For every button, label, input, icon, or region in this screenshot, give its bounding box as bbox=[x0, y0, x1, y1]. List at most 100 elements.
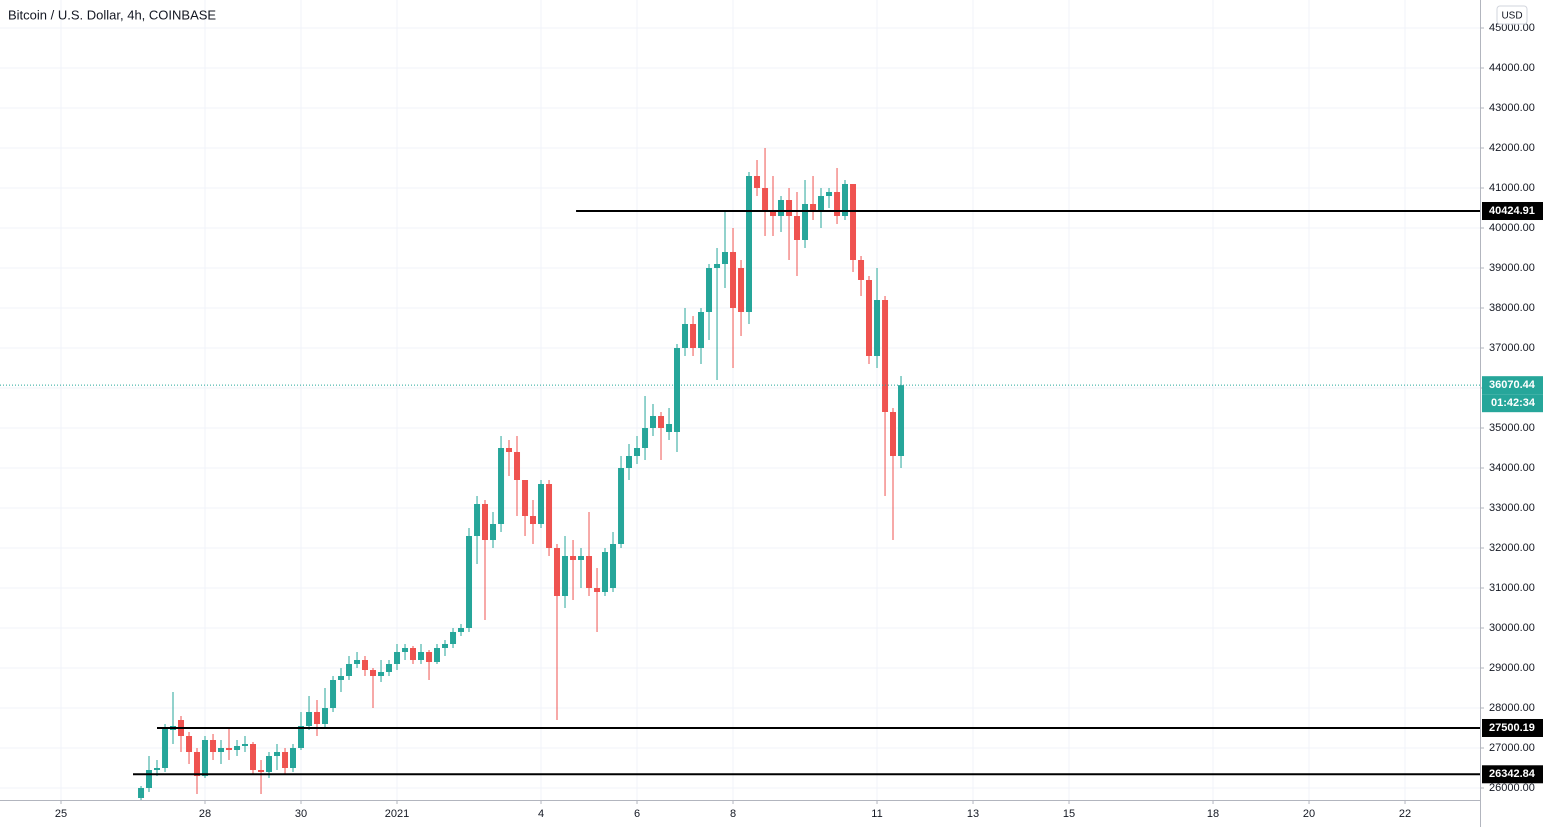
candle-body bbox=[810, 204, 817, 212]
candle-body bbox=[466, 536, 473, 628]
candle-body bbox=[426, 652, 433, 662]
y-tick-label: 31000.00 bbox=[1489, 582, 1535, 594]
candle-body bbox=[289, 748, 296, 768]
y-tick-label: 29000.00 bbox=[1489, 662, 1535, 674]
candle-body bbox=[402, 648, 409, 652]
level-label: 40424.91 bbox=[1489, 205, 1535, 217]
candle-body bbox=[306, 712, 313, 726]
candle-body bbox=[337, 676, 344, 680]
candle-body bbox=[433, 648, 440, 662]
last-price-label: 36070.44 bbox=[1489, 379, 1536, 391]
candle-body bbox=[890, 412, 897, 456]
level-label: 26342.84 bbox=[1489, 768, 1536, 780]
x-tick-label: 4 bbox=[538, 808, 544, 820]
candle-body bbox=[298, 726, 305, 748]
y-tick-label: 28000.00 bbox=[1489, 702, 1535, 714]
candle-body bbox=[313, 712, 320, 724]
candle-body bbox=[730, 252, 737, 308]
candle-body bbox=[202, 740, 209, 776]
candle-body bbox=[577, 556, 584, 560]
candle-body bbox=[721, 252, 728, 264]
level-box bbox=[1482, 765, 1543, 784]
candle-body bbox=[258, 770, 265, 772]
candle-body bbox=[241, 744, 248, 746]
candle-body bbox=[370, 670, 377, 676]
candle-body bbox=[794, 216, 801, 240]
currency-label[interactable]: USD bbox=[1501, 11, 1522, 22]
candle-body bbox=[570, 556, 577, 560]
candle-body bbox=[145, 770, 152, 788]
candle-body bbox=[850, 184, 857, 260]
candle-body bbox=[546, 484, 553, 548]
candle-body bbox=[481, 504, 488, 540]
candle-body bbox=[562, 556, 569, 596]
candle-body bbox=[786, 200, 793, 216]
y-tick-label: 34000.00 bbox=[1489, 462, 1535, 474]
countdown-box bbox=[1482, 394, 1543, 413]
y-tick-label: 30000.00 bbox=[1489, 622, 1535, 634]
candle-body bbox=[154, 768, 161, 770]
y-tick-label: 40000.00 bbox=[1489, 222, 1535, 234]
candle-body bbox=[714, 264, 721, 268]
x-tick-label: 15 bbox=[1063, 808, 1075, 820]
candle-body bbox=[250, 744, 257, 770]
y-tick-label: 44000.00 bbox=[1489, 62, 1535, 74]
candle-body bbox=[378, 672, 385, 676]
level-label: 27500.19 bbox=[1489, 722, 1535, 734]
candle-body bbox=[666, 424, 673, 432]
candle-body bbox=[834, 192, 841, 216]
y-tick-label: 33000.00 bbox=[1489, 502, 1535, 514]
candle-body bbox=[738, 268, 745, 312]
candle-body bbox=[409, 648, 416, 660]
candle-body bbox=[330, 680, 337, 708]
candle-body bbox=[634, 448, 641, 456]
candle-body bbox=[673, 348, 680, 432]
x-tick-label: 2021 bbox=[385, 808, 409, 820]
y-tick-label: 45000.00 bbox=[1489, 22, 1535, 34]
x-tick-label: 20 bbox=[1303, 808, 1315, 820]
candle-body bbox=[210, 740, 217, 752]
x-tick-label: 13 bbox=[967, 808, 979, 820]
candle-body bbox=[746, 176, 753, 312]
level-box bbox=[1482, 202, 1543, 221]
candle-body bbox=[385, 664, 392, 672]
candle-body bbox=[866, 280, 873, 356]
candle-body bbox=[346, 664, 353, 676]
candle-body bbox=[826, 192, 833, 196]
x-tick-label: 18 bbox=[1207, 808, 1219, 820]
candle-body bbox=[690, 324, 697, 348]
x-tick-label: 11 bbox=[871, 808, 882, 820]
y-tick-label: 37000.00 bbox=[1489, 342, 1535, 354]
candle-body bbox=[601, 552, 608, 592]
last-price-box bbox=[1482, 376, 1543, 395]
candle-body bbox=[361, 660, 368, 670]
candle-body bbox=[265, 756, 272, 772]
currency-button[interactable] bbox=[1496, 5, 1528, 25]
candle-body bbox=[322, 708, 329, 724]
candle-body bbox=[649, 416, 656, 428]
candle-body bbox=[858, 260, 865, 280]
candle-body bbox=[882, 300, 889, 412]
candle-body bbox=[162, 728, 169, 768]
y-tick-label: 42000.00 bbox=[1489, 142, 1535, 154]
y-tick-label: 38000.00 bbox=[1489, 302, 1535, 314]
candle-body bbox=[898, 385, 905, 456]
candle-body bbox=[754, 176, 761, 188]
x-tick-label: 28 bbox=[199, 808, 211, 820]
y-tick-label: 26000.00 bbox=[1489, 782, 1535, 794]
candle-body bbox=[490, 524, 497, 540]
x-tick-label: 25 bbox=[55, 808, 67, 820]
candle-body bbox=[770, 212, 777, 216]
candle-body bbox=[529, 516, 536, 524]
axes: 26000.00 27000.00 28000.00 29000.00 30000.00… bbox=[55, 22, 1543, 820]
x-tick-label: 30 bbox=[295, 808, 307, 820]
candle-body bbox=[538, 484, 545, 524]
candle-body bbox=[217, 748, 224, 752]
candle-body bbox=[842, 184, 849, 216]
plot bbox=[0, 148, 1480, 800]
candle-body bbox=[802, 204, 809, 240]
level-box bbox=[1482, 718, 1543, 737]
candle-body bbox=[505, 448, 512, 452]
